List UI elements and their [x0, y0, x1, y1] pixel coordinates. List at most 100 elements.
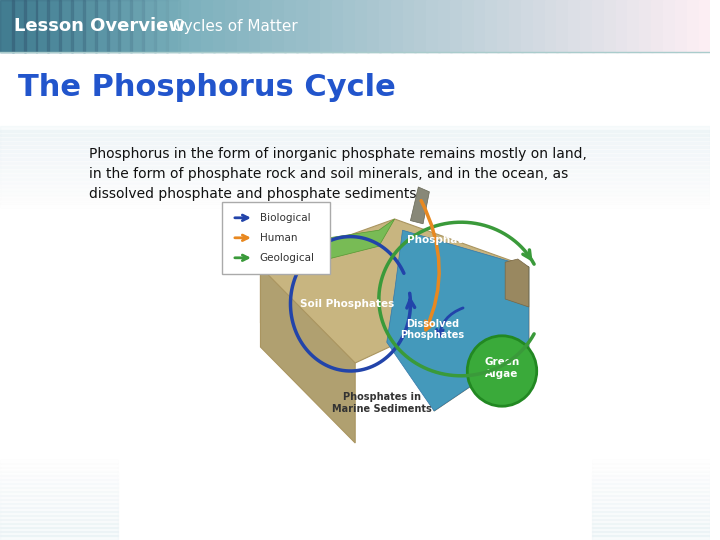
Bar — [0, 190, 711, 196]
Bar — [592, 535, 711, 540]
Bar — [509, 0, 523, 52]
Text: The Phosphorus Cycle: The Phosphorus Cycle — [18, 72, 395, 102]
Bar — [48, 0, 61, 52]
Bar — [698, 0, 712, 52]
Bar — [568, 0, 582, 52]
Bar — [24, 0, 37, 52]
Text: dissolved phosphate and phosphate sediments.: dissolved phosphate and phosphate sedime… — [89, 187, 420, 201]
Text: Biological: Biological — [260, 213, 310, 223]
Bar — [0, 499, 118, 504]
Bar — [580, 0, 594, 52]
Text: Dissolved
Phosphates: Dissolved Phosphates — [400, 319, 464, 340]
Bar — [0, 511, 118, 516]
Bar — [592, 527, 711, 532]
Bar — [0, 182, 711, 188]
Bar — [687, 0, 701, 52]
Circle shape — [467, 336, 536, 406]
Bar — [592, 515, 711, 520]
Text: in the form of phosphate rock and soil minerals, and in the ocean, as: in the form of phosphate rock and soil m… — [89, 167, 568, 181]
Bar — [592, 491, 711, 496]
Bar — [0, 194, 711, 200]
Bar — [272, 0, 286, 52]
Bar — [592, 523, 711, 528]
Text: Phosphorus in the form of inorganic phosphate remains mostly on land,: Phosphorus in the form of inorganic phos… — [89, 147, 587, 161]
FancyBboxPatch shape — [222, 202, 330, 274]
Text: Green
Algae: Green Algae — [485, 357, 520, 379]
Bar — [284, 0, 298, 52]
Bar — [0, 491, 118, 496]
Bar — [202, 0, 215, 52]
Bar — [130, 0, 144, 52]
Bar — [71, 0, 85, 52]
Polygon shape — [505, 259, 528, 307]
Bar — [12, 0, 26, 52]
Bar — [450, 0, 464, 52]
Polygon shape — [261, 219, 395, 267]
Bar — [675, 0, 688, 52]
Bar — [154, 0, 168, 52]
Polygon shape — [261, 267, 355, 443]
Bar — [0, 467, 118, 472]
Bar — [0, 134, 711, 140]
Bar — [391, 0, 405, 52]
Polygon shape — [261, 219, 528, 363]
Bar — [592, 519, 711, 524]
Bar — [0, 154, 711, 160]
Bar — [83, 0, 96, 52]
Bar — [474, 0, 487, 52]
Bar — [628, 0, 642, 52]
Bar — [0, 495, 118, 500]
Bar — [592, 511, 711, 516]
Bar — [0, 535, 118, 540]
Bar — [248, 0, 263, 52]
Bar — [592, 459, 711, 464]
Text: Geological: Geological — [260, 253, 315, 263]
Polygon shape — [434, 267, 528, 411]
Bar — [592, 467, 711, 472]
Bar — [592, 503, 711, 508]
Polygon shape — [410, 187, 429, 224]
Bar — [402, 0, 416, 52]
Bar — [59, 0, 73, 52]
Bar — [59, 0, 73, 52]
Bar — [0, 146, 711, 152]
Bar — [308, 0, 322, 52]
Bar — [0, 150, 711, 156]
Text: Human: Human — [260, 233, 297, 243]
Bar — [0, 507, 118, 512]
Bar — [592, 471, 711, 476]
Bar — [0, 178, 711, 184]
Bar — [0, 475, 118, 480]
Bar — [0, 459, 118, 464]
Bar — [237, 0, 251, 52]
Bar — [592, 487, 711, 492]
Bar — [616, 0, 629, 52]
Bar — [0, 463, 118, 468]
Bar — [343, 0, 357, 52]
Polygon shape — [387, 230, 528, 411]
Bar — [592, 479, 711, 484]
Bar — [178, 0, 192, 52]
Bar — [107, 0, 120, 52]
Bar — [71, 0, 85, 52]
Bar — [0, 198, 711, 204]
Text: Soil Phosphates: Soil Phosphates — [300, 299, 395, 309]
Bar — [604, 0, 618, 52]
Bar — [142, 0, 156, 52]
Bar — [663, 0, 677, 52]
Bar — [498, 0, 511, 52]
Bar — [639, 0, 653, 52]
Bar — [592, 531, 711, 536]
Bar — [0, 142, 711, 148]
Bar — [592, 463, 711, 468]
Bar — [367, 0, 381, 52]
Bar — [379, 0, 392, 52]
Bar — [438, 0, 452, 52]
Bar — [592, 483, 711, 488]
Bar — [0, 162, 711, 168]
Bar — [95, 0, 109, 52]
Bar — [24, 0, 37, 52]
Bar — [0, 130, 711, 136]
Bar — [95, 0, 109, 52]
Bar — [592, 495, 711, 500]
